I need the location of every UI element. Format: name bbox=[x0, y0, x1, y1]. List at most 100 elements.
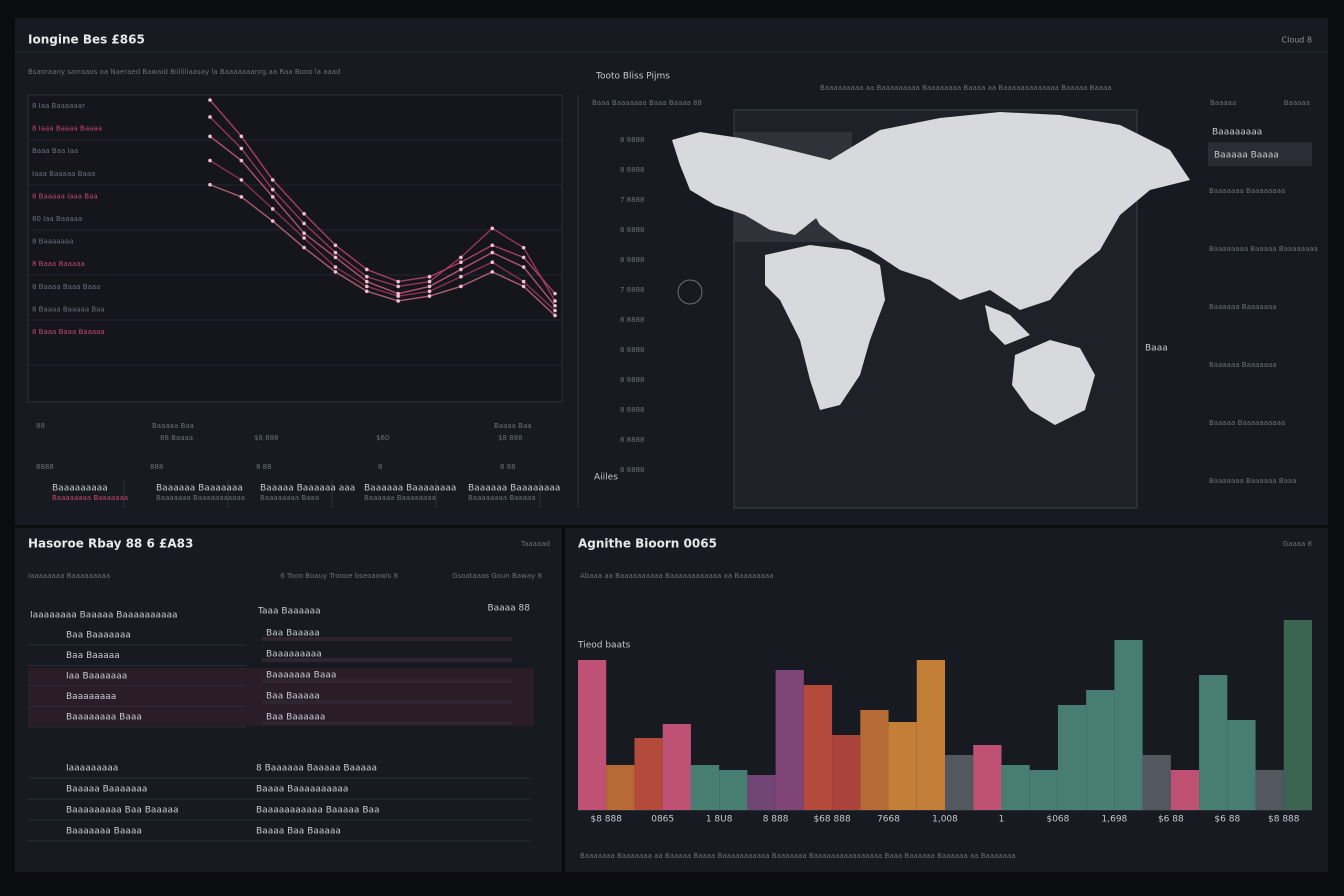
line-series bbox=[209, 159, 556, 312]
bar bbox=[945, 755, 974, 810]
label: Baaaaaaaa bbox=[66, 692, 116, 702]
label: Baaaa Baaaaaaaaaa bbox=[256, 785, 348, 795]
label: $068 bbox=[1046, 815, 1069, 825]
point bbox=[490, 270, 495, 274]
point bbox=[427, 279, 432, 284]
point bbox=[239, 195, 244, 199]
point bbox=[396, 279, 400, 284]
point bbox=[553, 303, 557, 308]
point bbox=[396, 284, 400, 289]
point bbox=[459, 274, 463, 279]
point bbox=[427, 294, 432, 298]
map-land bbox=[672, 112, 1190, 425]
label: Baaaaaaa Baaaaaaa aa Baaaaa Baaaa Baaaaa… bbox=[580, 852, 1016, 860]
point bbox=[459, 260, 463, 265]
label: $6 88 bbox=[1158, 815, 1184, 825]
label: 6 Tooo Boauy Troooe bseoaowis 8 bbox=[280, 572, 398, 580]
label: 8 Iaa Baaaaaar bbox=[32, 102, 85, 110]
label: Gsoataaas Goun Baway 8 bbox=[452, 572, 542, 580]
label: $68 888 bbox=[813, 815, 850, 825]
label: Baaaaaa Baaaaaaa bbox=[1209, 303, 1277, 311]
bar bbox=[634, 738, 663, 810]
point bbox=[490, 243, 495, 248]
point bbox=[521, 284, 526, 289]
point bbox=[365, 279, 369, 284]
point bbox=[490, 260, 495, 265]
label: Iaaaaaaaa Baaaaa Baaaaaaaaaa bbox=[30, 611, 178, 621]
point bbox=[521, 279, 526, 284]
point bbox=[270, 195, 275, 199]
point bbox=[208, 134, 212, 139]
point bbox=[208, 158, 212, 163]
label: Baaaaaaa Baaaa bbox=[66, 827, 142, 837]
label: Baaaaaa Baaaaaaaa bbox=[364, 484, 456, 494]
bar bbox=[1170, 770, 1200, 810]
label: Iongine Bes £865 bbox=[28, 33, 145, 47]
label: Baaaaaa Baaaaaaaa bbox=[468, 484, 560, 494]
point bbox=[427, 284, 432, 289]
label: Baaaaa Baaaaaaa bbox=[66, 785, 147, 795]
point bbox=[270, 207, 275, 211]
label: Baaaa 88 bbox=[487, 604, 530, 614]
line-series bbox=[209, 116, 556, 302]
row-bar bbox=[262, 700, 512, 704]
label: Baaaaaaaaaaa Baaaaa Baa bbox=[256, 806, 380, 816]
label: 7668 bbox=[877, 815, 900, 825]
label: 8 8888 bbox=[620, 376, 645, 384]
label: Baaaaaa Baaaaaaa bbox=[1209, 361, 1277, 369]
label: 8 8888 bbox=[620, 226, 645, 234]
point bbox=[333, 255, 338, 260]
label: 0865 bbox=[651, 815, 674, 825]
label: Iaaaaaaaa Baaaaaaaaa bbox=[28, 572, 110, 580]
label: 8 Baaa Baaa Baaaaa bbox=[32, 328, 105, 336]
label: 88 bbox=[36, 422, 45, 430]
label: 1,008 bbox=[932, 815, 958, 825]
label: 8 Baaaaaaa bbox=[32, 238, 74, 246]
bar bbox=[1255, 770, 1284, 810]
point bbox=[365, 274, 369, 279]
label: $8 888 bbox=[498, 434, 523, 442]
bar bbox=[916, 660, 945, 810]
label: $6 88 bbox=[1214, 815, 1240, 825]
bar bbox=[1283, 620, 1312, 810]
label: 8 88 bbox=[500, 463, 516, 471]
bar bbox=[747, 775, 776, 810]
bar bbox=[832, 735, 861, 810]
label: 888 bbox=[150, 463, 163, 471]
point bbox=[208, 98, 212, 102]
label: Baa Baaaaa bbox=[266, 692, 320, 702]
label: Baaaaaaaa Baaaaaaa bbox=[52, 494, 128, 502]
label: 8 8888 bbox=[620, 346, 645, 354]
map-marker bbox=[677, 279, 703, 305]
label: Baaaaaaa Baaaaaaaa bbox=[1209, 187, 1285, 195]
label: Baaaaa Baaaaaa aaa bbox=[260, 484, 355, 494]
point bbox=[208, 182, 212, 187]
point bbox=[333, 243, 338, 248]
label: Agnithe Bioorn 0065 bbox=[578, 537, 717, 551]
label: Baaaaa Baaaaaaaaaa bbox=[1209, 419, 1285, 427]
label: Baaaaaaaaa Baa Baaaaa bbox=[66, 806, 179, 816]
label: 8 8888 bbox=[620, 436, 645, 444]
point bbox=[302, 221, 306, 226]
label: $8 888 bbox=[590, 815, 622, 825]
bar bbox=[888, 722, 917, 810]
point bbox=[553, 299, 557, 303]
label: 8 8888 bbox=[620, 316, 645, 324]
label: Baa Baaaaa bbox=[266, 629, 320, 639]
label: Baaaaaa Baaaaaaa bbox=[156, 484, 243, 494]
label: Tieod baats bbox=[577, 641, 631, 651]
label: 8 bbox=[378, 463, 382, 471]
point bbox=[521, 245, 526, 250]
bar bbox=[1029, 770, 1058, 810]
point bbox=[302, 245, 306, 250]
label: Taaa Baaaaaa bbox=[257, 607, 321, 617]
label: Baaaaa bbox=[1284, 99, 1310, 107]
point bbox=[365, 289, 369, 294]
label: Baa Baaaaa bbox=[66, 651, 120, 661]
point bbox=[208, 115, 212, 119]
point bbox=[459, 267, 463, 272]
point bbox=[459, 255, 463, 260]
point bbox=[396, 299, 400, 303]
line-series bbox=[209, 184, 556, 316]
